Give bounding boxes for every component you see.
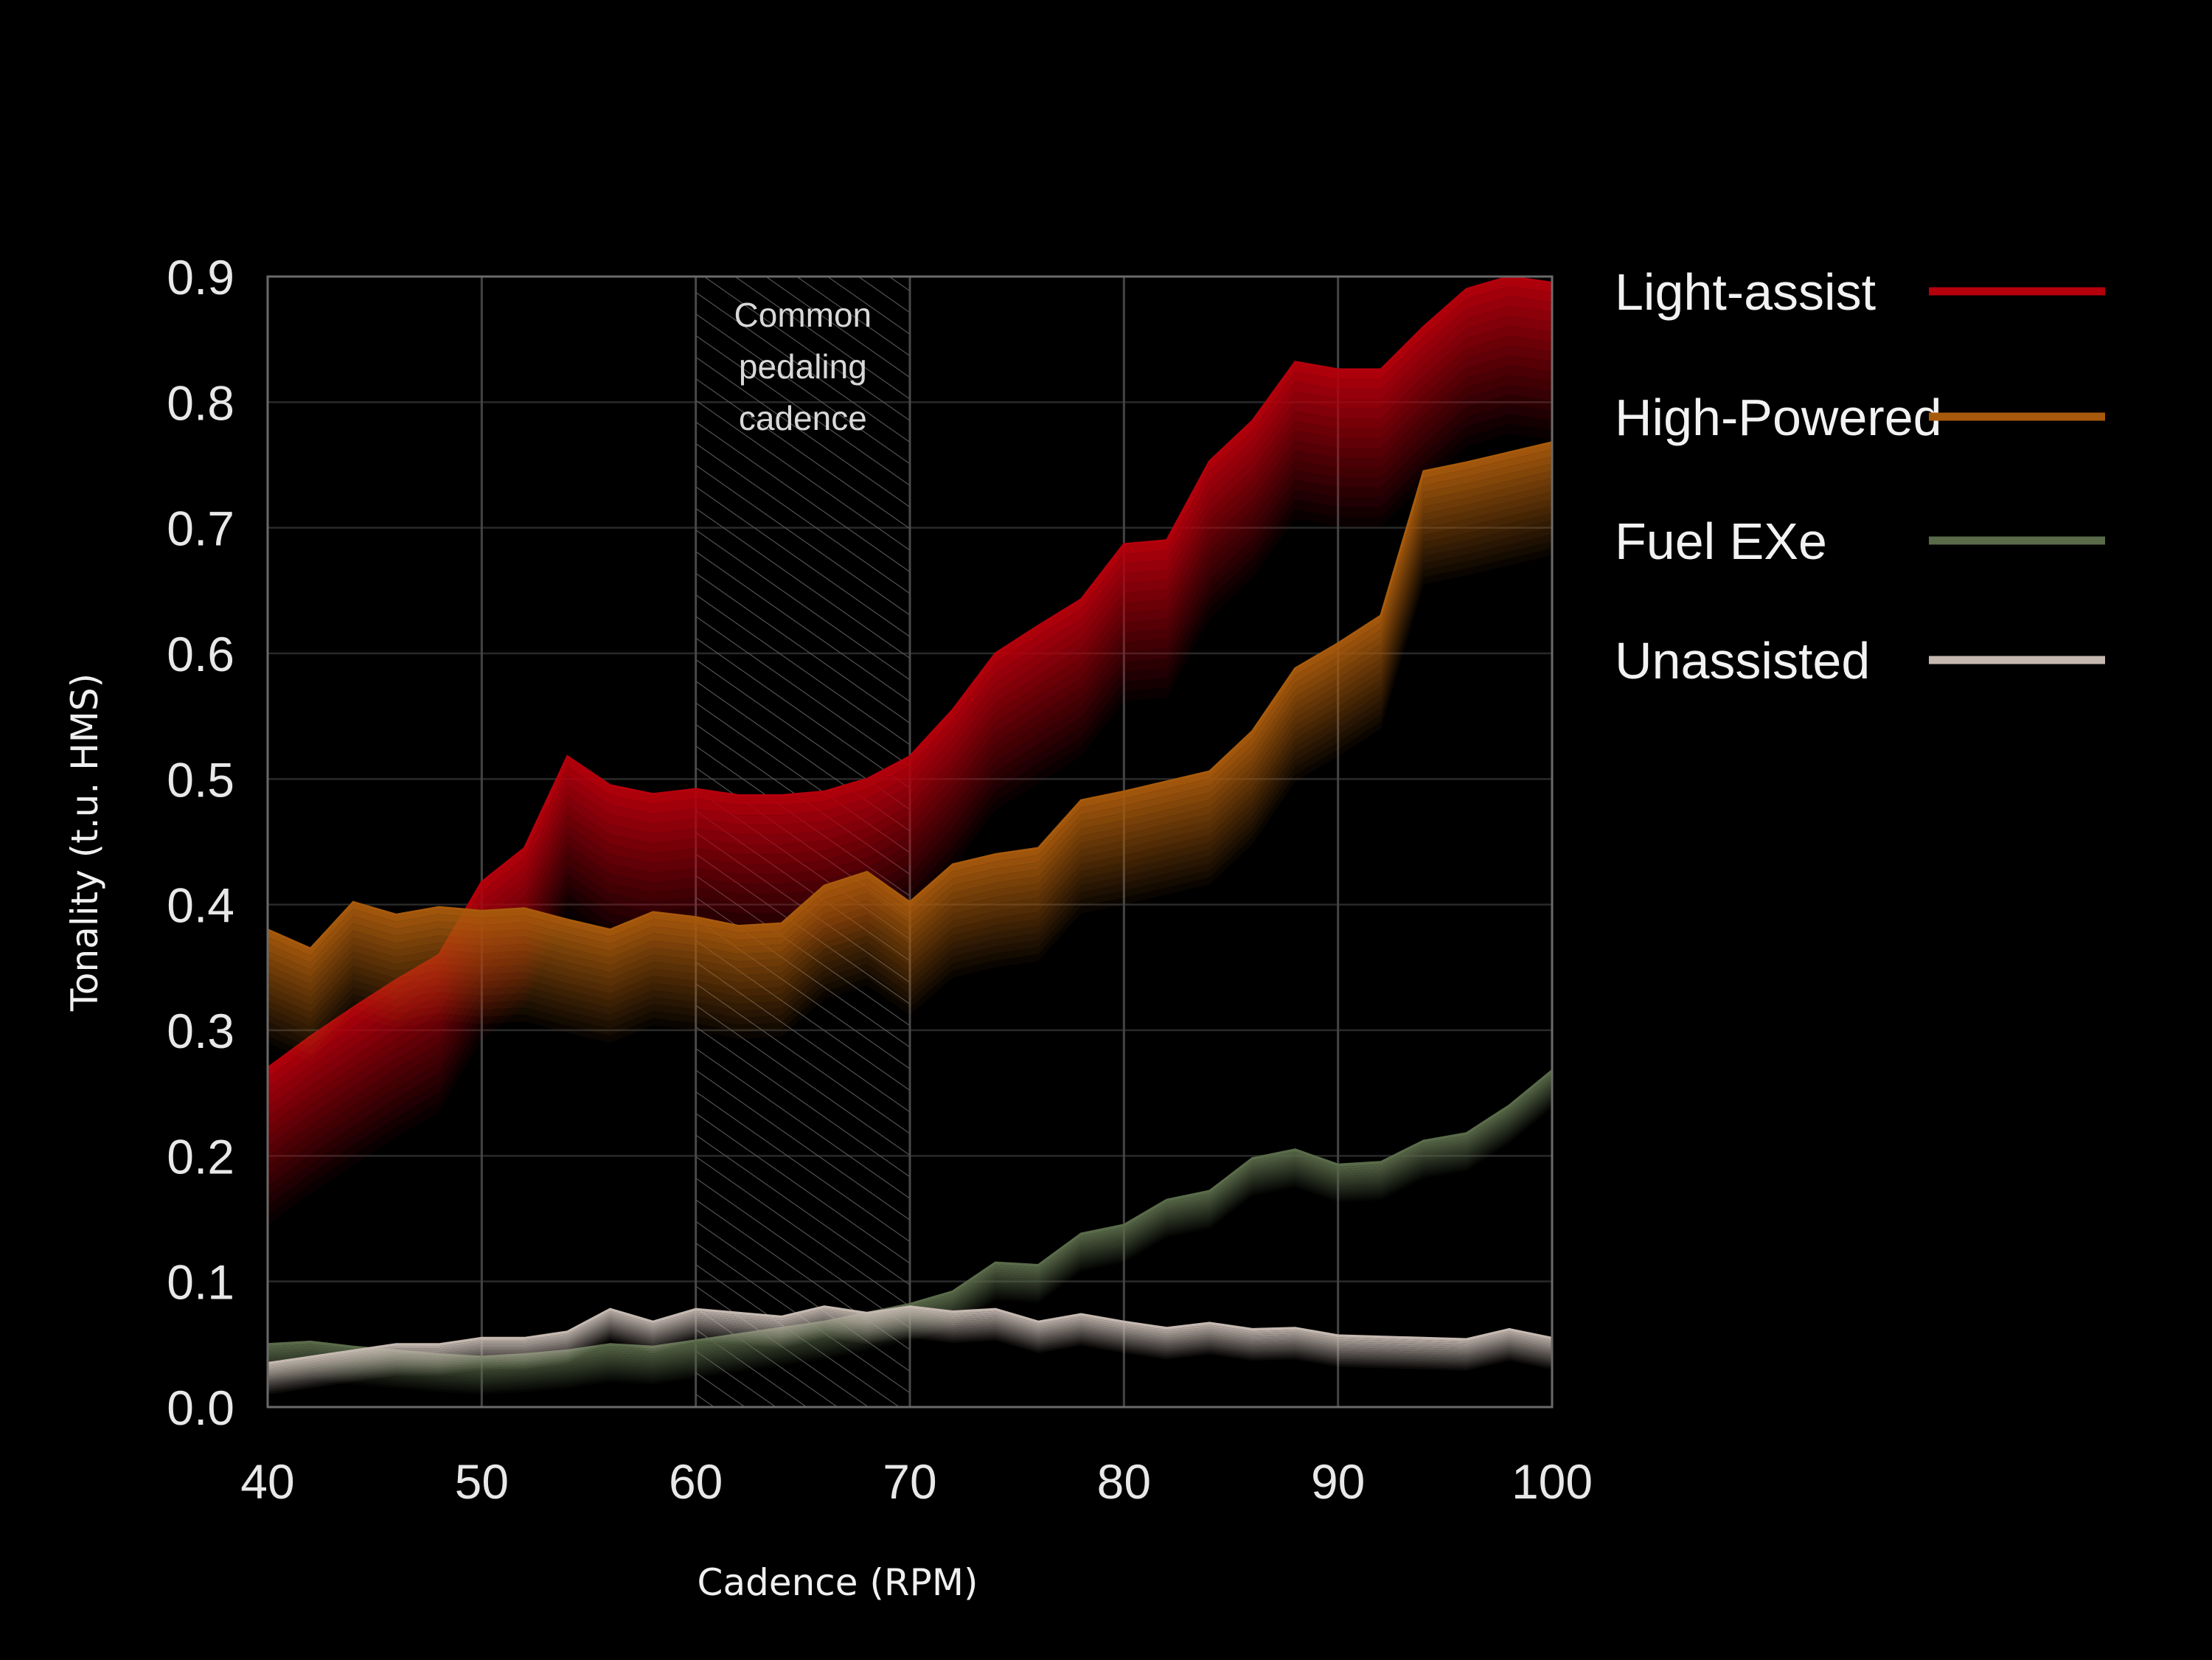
y-tick-label-2: 0.2	[167, 1129, 234, 1184]
series-line-0	[267, 275, 1553, 1069]
series-unassisted	[267, 1305, 1553, 1395]
series-band-3-2	[268, 1310, 1552, 1369]
legend-label: Light-assist	[1615, 263, 1876, 321]
x-tick-label-2: 60	[669, 1454, 723, 1509]
annotation-line-0: Common	[734, 296, 872, 334]
legend: Light-assist High-Powered Fuel EXe Unassist…	[1615, 263, 2105, 690]
legend-label: Unassisted	[1615, 632, 1870, 690]
x-axis-ticks: 40 50 60 70 80 90 100	[240, 1454, 1593, 1509]
annotation-line-2: cadence	[739, 399, 867, 437]
series-light-assist	[267, 275, 1553, 1225]
legend-item-high-powered: High-Powered	[1615, 389, 2105, 446]
y-tick-label-0: 0.0	[167, 1381, 234, 1435]
series-band-3-3	[268, 1312, 1552, 1371]
series-line-2	[267, 1069, 1553, 1358]
series-band-3-11	[268, 1328, 1552, 1387]
annotation-label: Common pedaling cadence	[734, 296, 872, 437]
x-tick-label-3: 70	[883, 1454, 936, 1509]
x-tick-label-6: 100	[1512, 1454, 1593, 1509]
y-tick-label-6: 0.6	[167, 627, 234, 681]
series-band-3-12	[268, 1330, 1552, 1389]
plot-border	[266, 275, 1554, 1409]
y-axis-ticks: 0.0 0.1 0.2 0.3 0.4 0.5 0.6 0.7 0.8 0.9	[167, 250, 234, 1435]
legend-label: Fuel EXe	[1615, 513, 1827, 570]
y-tick-label-5: 0.5	[167, 752, 234, 807]
legend-label: High-Powered	[1615, 389, 1942, 446]
series-fuel-exe	[267, 1069, 1553, 1395]
plot-frame	[266, 275, 1554, 1409]
series-band-3-5	[268, 1316, 1552, 1375]
y-tick-label-8: 0.8	[167, 375, 234, 430]
y-tick-label-4: 0.4	[167, 878, 234, 933]
series-band-3-7	[268, 1320, 1552, 1379]
series-line-1	[267, 441, 1553, 951]
series-band-3-1	[268, 1308, 1552, 1367]
legend-item-fuel-exe: Fuel EXe	[1615, 513, 2105, 570]
series-band-3-13	[268, 1332, 1552, 1391]
series-band-3-8	[268, 1322, 1552, 1381]
x-tick-label-4: 80	[1097, 1454, 1151, 1509]
y-tick-label-1: 0.1	[167, 1255, 234, 1310]
legend-item-light-assist: Light-assist	[1615, 263, 2105, 321]
series-line-3	[267, 1305, 1553, 1364]
x-axis-label: Cadence (RPM)	[698, 1561, 978, 1604]
y-tick-label-9: 0.9	[167, 250, 234, 305]
y-tick-label-3: 0.3	[167, 1004, 234, 1058]
series-areas	[267, 275, 1553, 1395]
x-tick-label-5: 90	[1311, 1454, 1365, 1509]
series-band-3-6	[268, 1318, 1552, 1377]
annotation-line-1: pedaling	[739, 347, 867, 386]
legend-item-unassisted: Unassisted	[1615, 632, 2105, 690]
series-band-3-9	[268, 1324, 1552, 1383]
series-high-powered	[267, 441, 1553, 1062]
series-band-3-14	[268, 1334, 1552, 1393]
series-band-3-15	[268, 1336, 1552, 1395]
series-band-3-4	[268, 1314, 1552, 1373]
x-tick-label-0: 40	[240, 1454, 294, 1509]
x-tick-label-1: 50	[455, 1454, 509, 1509]
series-band-3-10	[268, 1326, 1552, 1385]
y-tick-label-7: 0.7	[167, 501, 234, 556]
y-axis-label: Tonality (t.u. HMS)	[63, 673, 106, 1012]
